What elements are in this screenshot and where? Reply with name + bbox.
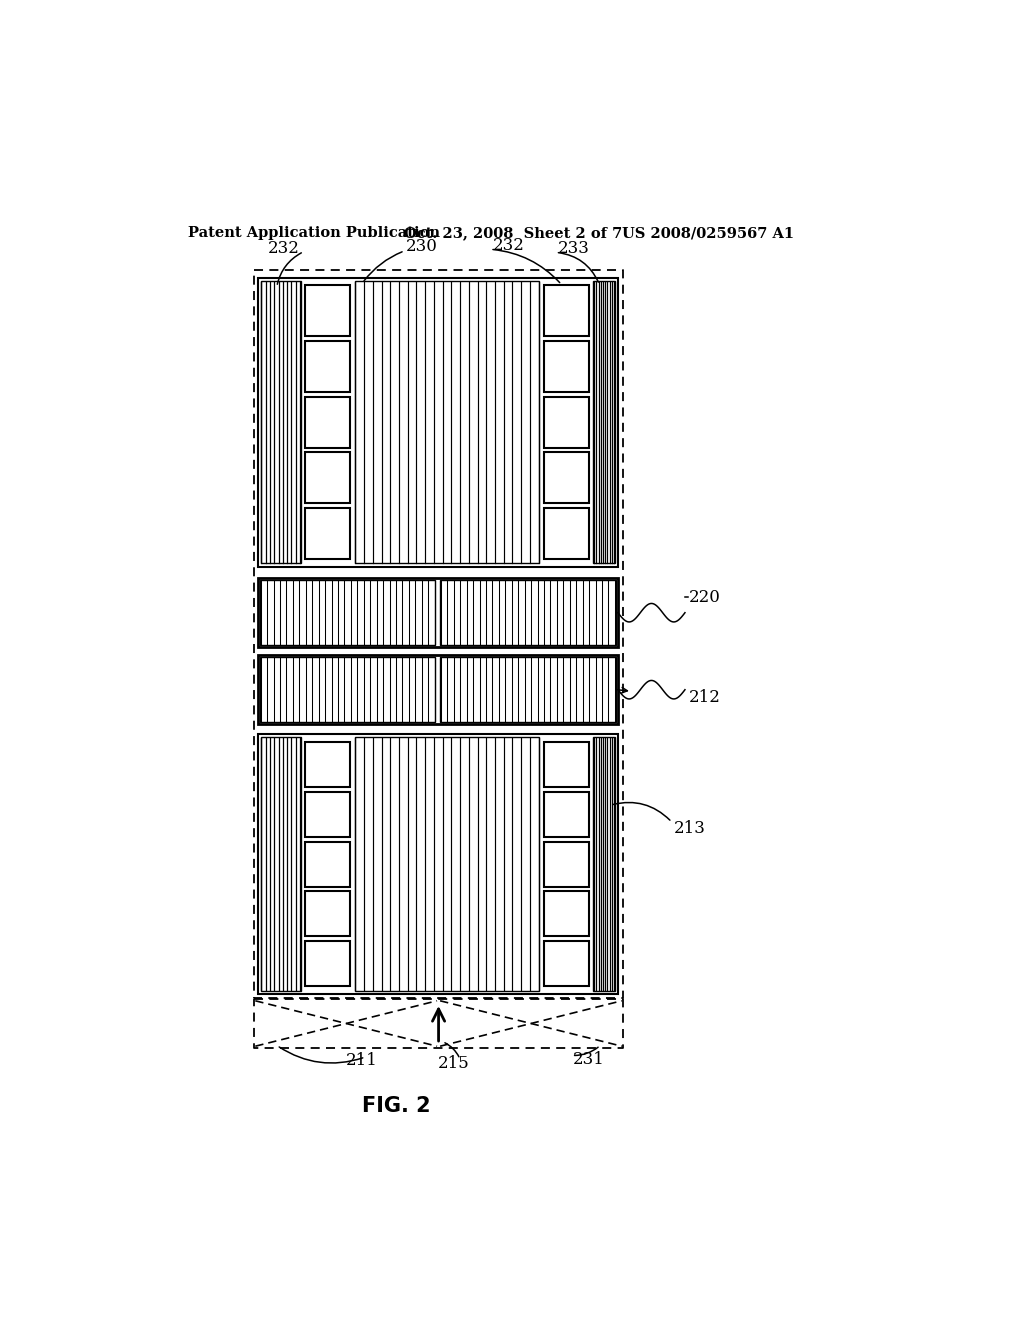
- Bar: [593, 738, 614, 991]
- Bar: [258, 277, 617, 566]
- Text: Oct. 23, 2008  Sheet 2 of 7: Oct. 23, 2008 Sheet 2 of 7: [403, 226, 623, 240]
- Text: 233: 233: [558, 240, 590, 257]
- Bar: [544, 453, 589, 503]
- Bar: [544, 508, 589, 558]
- Bar: [305, 341, 350, 392]
- Bar: [258, 734, 617, 994]
- Text: 220: 220: [689, 589, 721, 606]
- Bar: [305, 941, 350, 986]
- Bar: [261, 281, 301, 564]
- Text: 212: 212: [689, 689, 721, 706]
- Bar: [305, 742, 350, 787]
- Text: 211: 211: [346, 1052, 378, 1069]
- Bar: [305, 842, 350, 887]
- Text: US 2008/0259567 A1: US 2008/0259567 A1: [622, 226, 794, 240]
- Bar: [260, 581, 435, 645]
- Bar: [305, 792, 350, 837]
- Text: 232: 232: [268, 240, 300, 257]
- Bar: [544, 842, 589, 887]
- Bar: [305, 508, 350, 558]
- Bar: [544, 792, 589, 837]
- Bar: [593, 281, 614, 564]
- Text: 215: 215: [438, 1055, 470, 1072]
- Text: 213: 213: [674, 820, 706, 837]
- Bar: [544, 941, 589, 986]
- Bar: [544, 285, 589, 337]
- Bar: [258, 655, 617, 725]
- Bar: [544, 891, 589, 936]
- Bar: [305, 453, 350, 503]
- Text: Patent Application Publication: Patent Application Publication: [188, 226, 440, 240]
- Bar: [305, 891, 350, 936]
- Text: FIG. 2: FIG. 2: [361, 1096, 430, 1115]
- Bar: [440, 657, 615, 722]
- Bar: [354, 738, 540, 991]
- Bar: [544, 742, 589, 787]
- Bar: [258, 578, 617, 647]
- Bar: [544, 341, 589, 392]
- Text: 230: 230: [407, 239, 438, 256]
- Bar: [260, 657, 435, 722]
- Bar: [305, 396, 350, 447]
- Bar: [440, 581, 615, 645]
- Text: 232: 232: [493, 236, 524, 253]
- Bar: [305, 285, 350, 337]
- Bar: [261, 738, 301, 991]
- Text: 231: 231: [573, 1051, 605, 1068]
- Bar: [354, 281, 540, 564]
- Bar: [544, 396, 589, 447]
